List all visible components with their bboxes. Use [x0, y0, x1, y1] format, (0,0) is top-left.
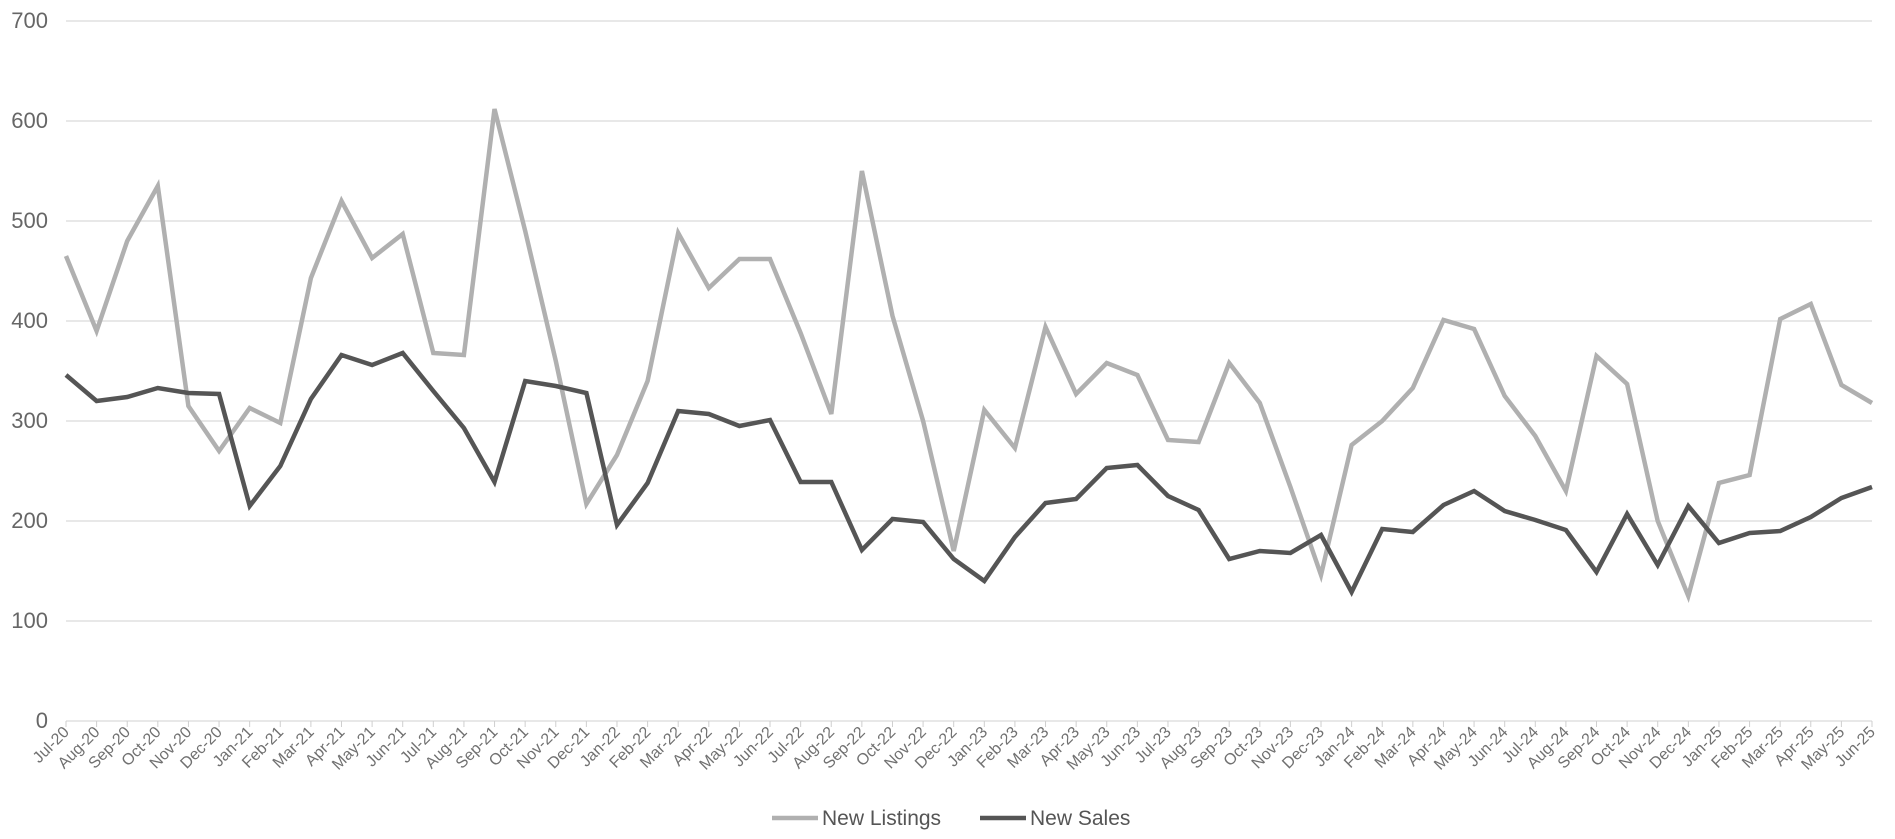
x-axis-tick-labels: Jul-20Aug-20Sep-20Oct-20Nov-20Dec-20Jan-…	[30, 724, 1879, 774]
y-tick-label: 400	[11, 308, 48, 333]
legend-label-new-sales: New Sales	[1030, 807, 1130, 830]
y-tick-label: 200	[11, 508, 48, 533]
x-axis-tick-marks	[65, 721, 1873, 727]
y-tick-label: 300	[11, 408, 48, 433]
y-tick-label: 100	[11, 608, 48, 633]
y-tick-label: 600	[11, 108, 48, 133]
legend: New Listings New Sales	[772, 807, 1130, 830]
series-line-new-sales	[64, 350, 1873, 597]
gridlines	[66, 20, 1872, 722]
y-axis-tick-labels: 0 100 200 300 400 500 600 700	[11, 8, 48, 733]
legend-label-new-listings: New Listings	[822, 807, 941, 830]
series-lines	[63, 108, 1874, 604]
y-tick-label: 500	[11, 208, 48, 233]
series-line-new-listings	[63, 108, 1874, 604]
y-tick-label: 0	[36, 708, 48, 733]
y-tick-label: 700	[11, 8, 48, 33]
